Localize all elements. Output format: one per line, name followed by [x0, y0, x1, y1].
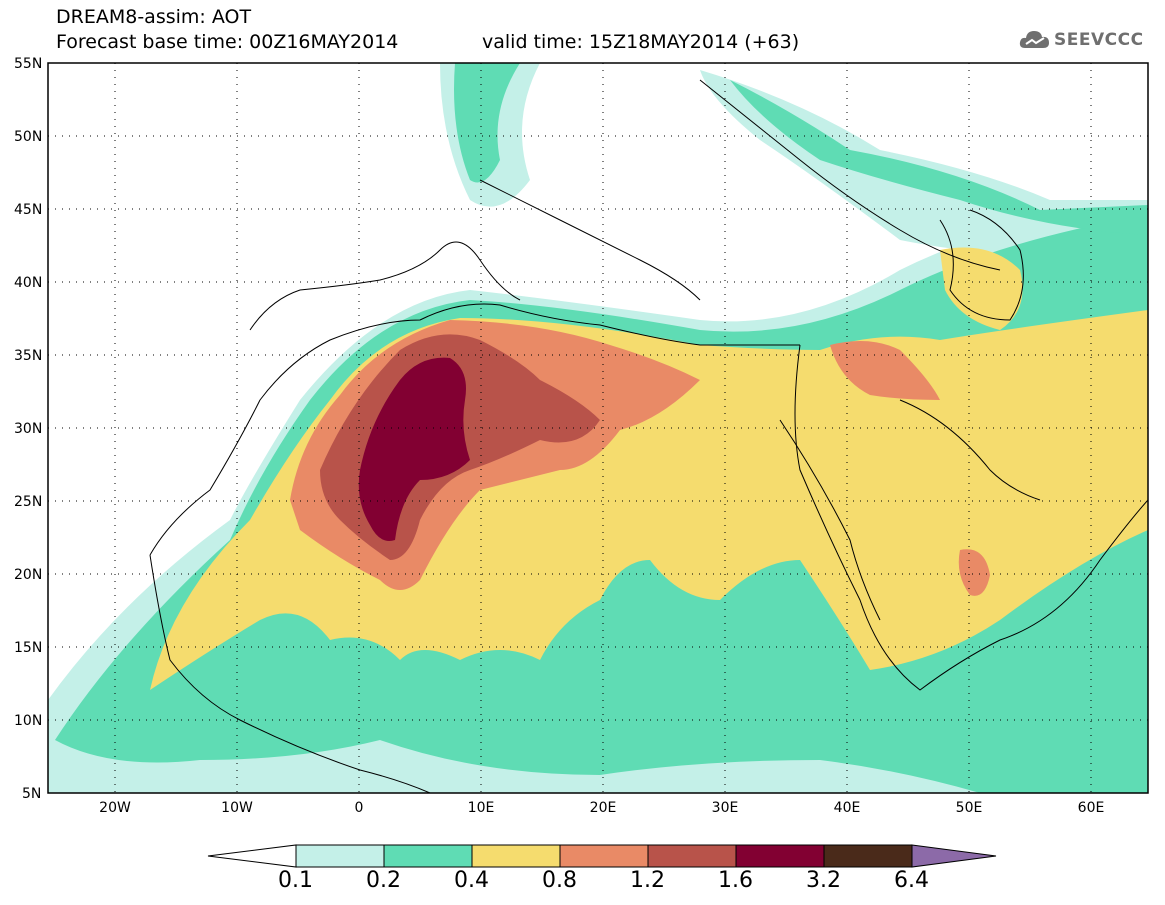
longitude-labels: 20W 10W 0 10E 20E 30E 40E 50E 60E [99, 800, 1104, 816]
lat-label: 20N [14, 567, 42, 583]
lat-label: 35N [14, 348, 42, 364]
lon-label: 20E [590, 800, 617, 816]
aot-band-0.8-rubalkhali [958, 549, 990, 596]
coastlines [149, 79, 1148, 793]
colorbar-swatch [823, 844, 913, 868]
latitude-labels: 55N 50N 45N 40N 35N 30N 25N 20N 15N 10N … [14, 56, 42, 802]
graticule [48, 63, 1148, 793]
valid-time: valid time: 15Z18MAY2014 (+63) [482, 31, 800, 53]
lon-label: 20W [99, 800, 131, 816]
seevccc-logo: SEEVCCC [1018, 26, 1158, 56]
colorbar [207, 844, 997, 868]
colorbar-label: 1.6 [718, 868, 753, 893]
lat-label: 25N [14, 494, 42, 510]
aot-band-0.2-east [730, 80, 1148, 235]
map-title: DREAM8-assim: AOT [56, 6, 252, 28]
lon-label: 30E [712, 800, 739, 816]
lat-label: 40N [14, 275, 42, 291]
lon-label: 40E [834, 800, 861, 816]
colorbar-label: 0.8 [542, 868, 577, 893]
lat-label: 10N [14, 713, 42, 729]
colorbar-swatch [647, 844, 737, 868]
map-frame [47, 62, 1149, 794]
lat-label: 15N [14, 640, 42, 656]
aot-band-0.2-north [454, 63, 520, 183]
colorbar-under-triangle [207, 844, 297, 868]
lat-label: 55N [14, 56, 42, 72]
colorbar-swatch [295, 844, 385, 868]
colorbar-label: 6.4 [894, 868, 929, 893]
aot-contours [48, 63, 1148, 793]
logo-text: SEEVCCC [1054, 30, 1144, 50]
colorbar-swatch [383, 844, 473, 868]
cloud-icon [1019, 31, 1049, 48]
colorbar-label: 0.4 [454, 868, 489, 893]
colorbar-swatch [471, 844, 561, 868]
colorbar-over-triangle [911, 844, 997, 868]
colorbar-label: 1.2 [630, 868, 665, 893]
lat-label: 50N [14, 129, 42, 145]
lon-label: 10E [468, 800, 495, 816]
aot-band-0.8-arabia [830, 341, 940, 400]
lon-label: 60E [1078, 800, 1105, 816]
lon-label: 10W [221, 800, 253, 816]
lat-label: 45N [14, 202, 42, 218]
aot-band-1.6 [358, 357, 470, 541]
colorbar-swatch [559, 844, 649, 868]
lat-label: 5N [22, 786, 41, 802]
lat-label: 30N [14, 421, 42, 437]
lon-label: 50E [956, 800, 983, 816]
lon-label: 0 [355, 800, 364, 816]
forecast-base-time: Forecast base time: 00Z16MAY2014 [56, 31, 399, 53]
colorbar-label: 3.2 [806, 868, 841, 893]
colorbar-swatch [735, 844, 825, 868]
aot-band-0.4-caspian [940, 247, 1023, 330]
colorbar-label: 0.1 [278, 868, 313, 893]
colorbar-label: 0.2 [366, 868, 401, 893]
